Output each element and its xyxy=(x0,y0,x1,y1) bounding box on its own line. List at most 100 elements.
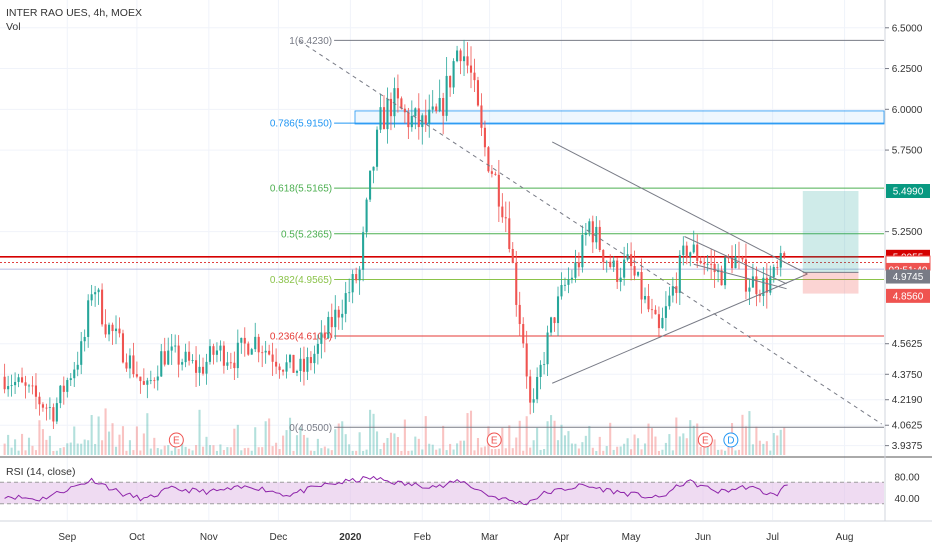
candle-body xyxy=(466,56,469,66)
candle-body xyxy=(657,314,660,329)
volume-bar xyxy=(588,426,591,455)
volume-bar xyxy=(313,450,316,455)
volume-bar xyxy=(748,411,751,455)
candle-body xyxy=(452,61,455,88)
candle-body xyxy=(302,358,305,372)
volume-bar xyxy=(108,431,111,455)
price-tag-bg xyxy=(886,288,930,303)
volume-bar xyxy=(459,440,462,455)
candle-body xyxy=(550,317,553,333)
volume-bar xyxy=(435,449,438,455)
candle-body xyxy=(417,108,420,128)
volume-bar xyxy=(762,443,765,455)
candle-body xyxy=(428,109,431,124)
volume-bar xyxy=(337,423,340,455)
volume-bar xyxy=(567,431,570,455)
event-marker[interactable]: E xyxy=(168,432,184,448)
candle-body xyxy=(570,277,573,280)
trend-drawings[interactable] xyxy=(299,40,882,425)
candle-body xyxy=(121,333,125,363)
candle-body xyxy=(445,75,448,116)
time-tick-label: Jun xyxy=(695,532,711,543)
candle-body xyxy=(671,286,674,296)
time-tick-label: Sep xyxy=(58,532,76,543)
candle-body xyxy=(254,336,257,350)
volume-bar xyxy=(24,450,27,455)
volume-bar xyxy=(602,450,605,455)
volume-label: Vol xyxy=(6,21,21,33)
event-marker[interactable]: E xyxy=(486,432,502,448)
candle-body xyxy=(623,259,626,278)
volume-bar xyxy=(195,445,198,455)
volume-bar xyxy=(407,450,410,455)
candle-body xyxy=(449,75,452,88)
candle-body xyxy=(215,350,218,355)
volume-bar xyxy=(560,424,563,455)
volume-bar xyxy=(87,440,90,455)
volume-bar xyxy=(41,429,44,455)
candle-body xyxy=(776,266,779,268)
candle-body xyxy=(285,362,288,372)
candle-body xyxy=(689,252,692,257)
volume-bar xyxy=(132,450,135,455)
volume-bar xyxy=(490,449,493,455)
candle-body xyxy=(139,376,142,382)
time-axis[interactable]: Sep Oct Nov Dec 2020 Feb Mar Apr May Jun Jul Aug xyxy=(58,532,853,543)
candle-body xyxy=(174,345,177,347)
candle-body xyxy=(678,255,681,293)
candle-body xyxy=(341,313,344,318)
volume-bar xyxy=(351,450,354,455)
candle-body xyxy=(654,309,657,315)
volume-bar xyxy=(302,434,305,455)
event-marker[interactable]: D xyxy=(723,432,739,448)
volume-bar xyxy=(205,436,208,455)
volume-bar xyxy=(344,434,347,455)
fibonacci-retracement[interactable]: 1(6.4230) 0.786(5.9150) 0.618(5.5165) 0.5(5… xyxy=(0,36,885,434)
volume-bar xyxy=(365,449,368,455)
time-tick-label: Oct xyxy=(129,532,145,543)
candle-body xyxy=(487,147,490,172)
volume-bar xyxy=(389,432,392,455)
volume-bar xyxy=(536,427,539,455)
volume-bar xyxy=(153,437,156,455)
candle-body xyxy=(59,385,62,404)
candle-body xyxy=(772,266,775,278)
event-marker[interactable]: E xyxy=(697,432,713,448)
volume-bar xyxy=(330,450,333,455)
candle-body xyxy=(229,362,232,364)
volume-bar xyxy=(727,446,730,455)
candle-body xyxy=(577,262,580,268)
volume-bar xyxy=(268,418,271,455)
candle-body xyxy=(114,328,118,332)
candle-body xyxy=(201,366,205,374)
volume-bar xyxy=(556,440,560,455)
candle-body xyxy=(403,108,406,113)
candle-body xyxy=(532,399,535,403)
volume-bar xyxy=(668,434,671,455)
price-tag: 4.9745 xyxy=(886,269,930,284)
volume-bar xyxy=(445,450,448,455)
volume-bar xyxy=(710,439,713,455)
long-position-tool[interactable] xyxy=(802,191,859,294)
volume-bar xyxy=(55,450,58,455)
volume-bar xyxy=(664,442,667,455)
volume-bar xyxy=(341,421,344,455)
volume-bar xyxy=(278,449,281,455)
volume-bar xyxy=(128,440,131,455)
candle-body xyxy=(410,115,413,128)
volume-bar xyxy=(212,445,215,455)
volume-bar xyxy=(20,433,24,455)
time-tick-label: Aug xyxy=(836,532,854,543)
volume-bar xyxy=(295,435,299,455)
candle-body xyxy=(442,98,445,116)
event-marker-circle xyxy=(697,432,713,448)
volume-bar xyxy=(7,434,10,455)
volume-bar xyxy=(243,448,246,455)
volume-bar xyxy=(142,433,145,455)
loss-zone xyxy=(802,272,859,294)
price-axis[interactable]: 6.5000 6.2500 6.0000 5.7500 5.2500 4.5625 4.37… xyxy=(885,23,931,505)
time-tick-label: Mar xyxy=(481,532,499,543)
candle-body xyxy=(675,286,678,293)
